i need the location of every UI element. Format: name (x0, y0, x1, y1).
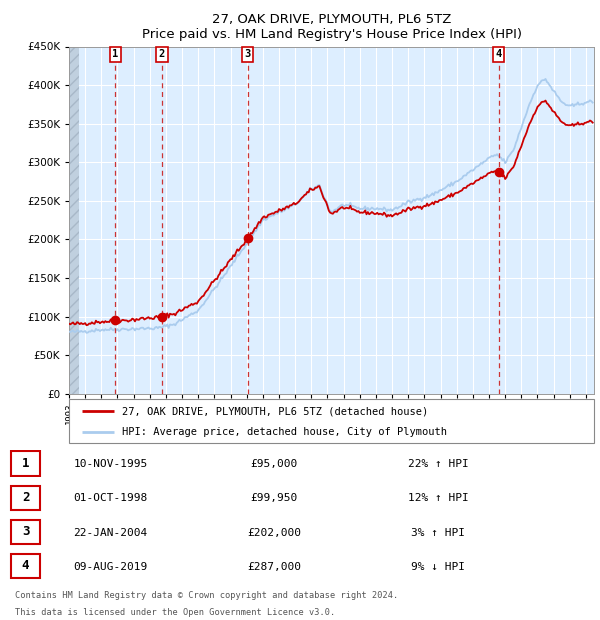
Text: 2: 2 (159, 49, 165, 60)
Text: £287,000: £287,000 (247, 562, 301, 572)
Text: 01-OCT-1998: 01-OCT-1998 (73, 494, 148, 503)
Title: 27, OAK DRIVE, PLYMOUTH, PL6 5TZ
Price paid vs. HM Land Registry's House Price I: 27, OAK DRIVE, PLYMOUTH, PL6 5TZ Price p… (142, 13, 521, 41)
Text: 3% ↑ HPI: 3% ↑ HPI (411, 528, 465, 538)
Text: £99,950: £99,950 (251, 494, 298, 503)
Text: 27, OAK DRIVE, PLYMOUTH, PL6 5TZ (detached house): 27, OAK DRIVE, PLYMOUTH, PL6 5TZ (detach… (121, 406, 428, 416)
Text: 4: 4 (496, 49, 502, 60)
Text: 4: 4 (22, 559, 29, 572)
Text: 2: 2 (22, 491, 29, 504)
Text: HPI: Average price, detached house, City of Plymouth: HPI: Average price, detached house, City… (121, 427, 446, 437)
Text: 12% ↑ HPI: 12% ↑ HPI (408, 494, 469, 503)
Text: £202,000: £202,000 (247, 528, 301, 538)
Text: £95,000: £95,000 (251, 459, 298, 469)
Text: 1: 1 (112, 49, 118, 60)
Text: 1: 1 (22, 457, 29, 470)
Text: 3: 3 (22, 525, 29, 538)
Bar (69, 46, 79, 394)
Text: 22% ↑ HPI: 22% ↑ HPI (408, 459, 469, 469)
Text: 22-JAN-2004: 22-JAN-2004 (73, 528, 148, 538)
Text: Contains HM Land Registry data © Crown copyright and database right 2024.: Contains HM Land Registry data © Crown c… (15, 591, 398, 600)
Text: This data is licensed under the Open Government Licence v3.0.: This data is licensed under the Open Gov… (15, 608, 335, 618)
Text: 3: 3 (245, 49, 251, 60)
Text: 10-NOV-1995: 10-NOV-1995 (73, 459, 148, 469)
Text: 09-AUG-2019: 09-AUG-2019 (73, 562, 148, 572)
Text: 9% ↓ HPI: 9% ↓ HPI (411, 562, 465, 572)
